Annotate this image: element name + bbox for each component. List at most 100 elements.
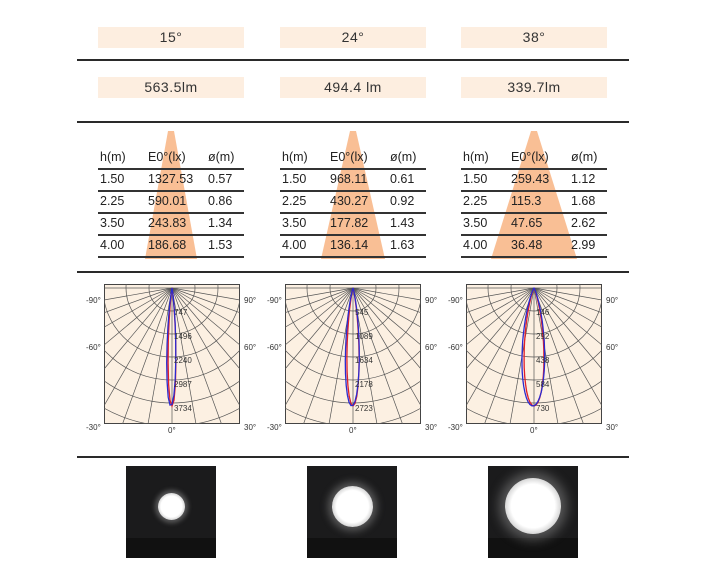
- table-cell: 1.50: [100, 172, 125, 186]
- table-rule: [280, 234, 426, 236]
- polar-radial: [533, 287, 602, 314]
- table-cell: 3.50: [100, 216, 125, 230]
- column-header: h(m): [100, 150, 126, 164]
- table-row: 3.50 177.82 1.43: [280, 213, 426, 235]
- column-header: E0°(lx): [511, 150, 549, 164]
- polar-radial: [285, 287, 354, 328]
- light-cone-graphic: [491, 131, 577, 259]
- table-header: h(m) E0°(lx) ø(m): [280, 147, 426, 169]
- table-row: 1.50 968.11 0.61: [280, 169, 426, 191]
- table-cell: 186.68: [148, 238, 187, 252]
- table-cell: 0.86: [208, 194, 233, 208]
- table-cell: 1.53: [208, 238, 233, 252]
- polar-radial: [328, 287, 354, 424]
- angle-label: -90°: [448, 296, 463, 305]
- ring-value-label: 1496: [174, 332, 192, 341]
- polar-radial: [171, 287, 240, 346]
- table-cell: 0.92: [390, 194, 415, 208]
- polar-radial: [104, 287, 173, 346]
- table-cell: 0.57: [208, 172, 233, 186]
- beam-angle-15: 15°: [98, 27, 244, 48]
- polar-radial: [147, 287, 173, 424]
- illuminance-table-38: h(m) E0°(lx) ø(m) 1.50 259.43 1.12 2.25 115.3 1.…: [461, 131, 607, 259]
- angle-label: 90°: [606, 296, 619, 305]
- polar-radial: [104, 287, 173, 407]
- ring-value-label: 292: [536, 332, 550, 341]
- table-cell: 2.25: [100, 194, 125, 208]
- photo-floor: [126, 538, 216, 558]
- polar-radial: [466, 287, 535, 314]
- polar-radial: [285, 287, 354, 407]
- ring-value-label: 545: [355, 308, 369, 317]
- light-spot: [331, 485, 373, 527]
- column-header: h(m): [282, 150, 308, 164]
- polar-radial: [533, 287, 602, 370]
- polar-radial: [285, 287, 354, 370]
- intensity-curve-c90: [166, 287, 177, 406]
- angle-label: -90°: [267, 296, 282, 305]
- polar-radial: [484, 287, 535, 424]
- beam-angle-24: 24°: [280, 27, 426, 48]
- table-cell: 0.61: [390, 172, 415, 186]
- angle-label: 60°: [606, 343, 619, 352]
- angle-label: 90°: [425, 296, 438, 305]
- polar-radial: [104, 287, 173, 314]
- angle-label: -60°: [448, 343, 463, 352]
- table-row: 4.00 186.68 1.53: [98, 235, 244, 257]
- angle-label: 0°: [168, 426, 176, 435]
- polar-distribution-38: 146 292 438 584 730 -90° 90° -60° 60° -30° 0° 30°: [448, 284, 618, 435]
- beam-angle-38: 38°: [461, 27, 607, 48]
- polar-radial: [533, 287, 584, 424]
- polar-radial: [466, 287, 535, 301]
- polar-radial: [352, 287, 421, 328]
- angle-label: 60°: [244, 343, 257, 352]
- table-cell: 430.27: [330, 194, 369, 208]
- table-cell: 259.43: [511, 172, 550, 186]
- light-spot: [505, 478, 561, 534]
- table-rule: [280, 212, 426, 214]
- table-row: 2.25 590.01 0.86: [98, 191, 244, 213]
- table-cell: 4.00: [463, 238, 488, 252]
- table-cell: 968.11: [330, 172, 368, 186]
- table-rule: [98, 234, 244, 236]
- table-cell: 3.50: [463, 216, 488, 230]
- polar-radial: [122, 287, 173, 424]
- ring-value-label: 2240: [174, 356, 192, 365]
- table-rule: [461, 168, 607, 170]
- table-header: h(m) E0°(lx) ø(m): [98, 147, 244, 169]
- polar-radial: [285, 287, 354, 301]
- ring-value-label: 2178: [355, 380, 373, 389]
- angle-label: 30°: [425, 423, 438, 432]
- angle-label: -60°: [86, 343, 101, 352]
- polar-radial: [466, 287, 535, 407]
- table-cell: 2.25: [282, 194, 307, 208]
- cone-shape: [145, 131, 197, 259]
- polar-radial: [352, 287, 403, 424]
- polar-radial: [303, 287, 354, 424]
- table-rule: [280, 168, 426, 170]
- ring-value-label: 584: [536, 380, 550, 389]
- ring-value-label: 3734: [174, 404, 192, 413]
- column-header: h(m): [463, 150, 489, 164]
- table-cell: 1.68: [571, 194, 596, 208]
- column-header: ø(m): [208, 150, 235, 164]
- angle-label: -60°: [267, 343, 282, 352]
- polar-radial: [509, 287, 535, 424]
- table-rule: [98, 190, 244, 192]
- table-row: 2.25 115.3 1.68: [461, 191, 607, 213]
- polar-distribution-15: 747 1496 2240 2987 3734 -90° 90° -60° 60° -30° 0° 3…: [86, 284, 256, 435]
- table-rule: [461, 212, 607, 214]
- table-row: 2.25 430.27 0.92: [280, 191, 426, 213]
- table-cell: 36.48: [511, 238, 543, 252]
- angle-label: 90°: [244, 296, 257, 305]
- polar-radial: [104, 287, 173, 328]
- ring-value-label: 1634: [355, 356, 373, 365]
- column-header: E0°(lx): [148, 150, 186, 164]
- table-rule: [461, 234, 607, 236]
- polar-radial: [352, 287, 421, 407]
- cone-shape: [321, 131, 385, 259]
- polar-radial: [285, 287, 354, 346]
- table-cell: 177.82: [330, 216, 369, 230]
- polar-radial: [352, 287, 421, 301]
- ring-value-label: 2987: [174, 380, 192, 389]
